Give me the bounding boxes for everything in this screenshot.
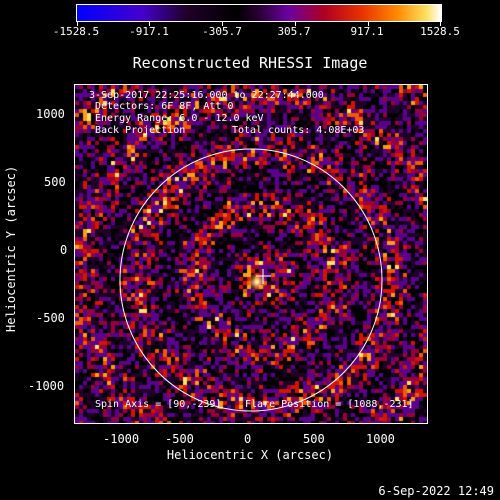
- detectors-text: Detectors: 6F 8F, Att 0: [95, 101, 234, 112]
- x-tick-label: -1000: [103, 432, 140, 446]
- rhessi-image: [75, 85, 427, 423]
- colorbar-tick: [222, 21, 223, 26]
- y-tick-label: 500: [44, 175, 66, 189]
- flare-position-text: Flare Position = [1088,-231]: [245, 399, 414, 410]
- image-plot: 3-Sep-2017 22:25:16.000 to 22:27:44.000 …: [74, 84, 428, 424]
- solar-limb-circle: [119, 148, 383, 412]
- y-axis-title: Heliocentric Y (arcsec): [4, 165, 18, 332]
- time-range-text: 3-Sep-2017 22:25:16.000 to 22:27:44.000: [89, 90, 324, 101]
- colorbar-label: 305.7: [277, 25, 311, 38]
- x-tick-label: 0: [244, 432, 252, 446]
- colorbar-tick: [149, 21, 150, 26]
- y-tick-label: -1000: [28, 379, 65, 393]
- colorbar-label: -917.1: [129, 25, 169, 38]
- colorbar: [76, 4, 442, 26]
- energy-range-text: Energy Range: 6.0 - 12.0 keV: [95, 113, 264, 124]
- colorbar-tick: [77, 21, 78, 26]
- total-counts-text: Total counts: 4.08E+03: [232, 125, 365, 136]
- y-tick-label: 0: [60, 243, 68, 257]
- x-tick-label: 500: [303, 432, 325, 446]
- timestamp: 6-Sep-2022 12:49: [378, 484, 494, 498]
- colorbar-label: 917.1: [350, 25, 384, 38]
- limb-overlay: [119, 148, 383, 412]
- colorbar-tick: [368, 21, 369, 26]
- plot-title: Reconstructed RHESSI Image: [132, 54, 368, 72]
- x-axis-title: Heliocentric X (arcsec): [166, 448, 334, 462]
- method-text: Back Projection: [95, 125, 186, 136]
- y-tick-label: -500: [36, 311, 65, 325]
- colorbar-label: -1528.5: [52, 25, 100, 38]
- colorbar-tick: [295, 21, 296, 26]
- colorbar-label: -305.7: [202, 25, 242, 38]
- colorbar-label: 1528.5: [420, 25, 460, 38]
- x-tick-label: -500: [165, 432, 194, 446]
- spin-axis-text: Spin Axis = [90,-239]: [95, 399, 222, 410]
- colorbar-tick: [440, 21, 441, 26]
- x-tick-label: 1000: [366, 432, 395, 446]
- y-tick-label: 1000: [36, 107, 65, 121]
